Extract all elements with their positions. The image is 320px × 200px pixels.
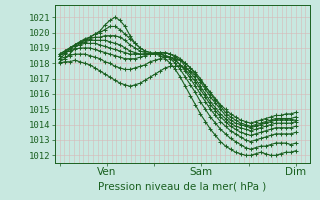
X-axis label: Pression niveau de la mer( hPa ): Pression niveau de la mer( hPa ): [98, 181, 267, 191]
